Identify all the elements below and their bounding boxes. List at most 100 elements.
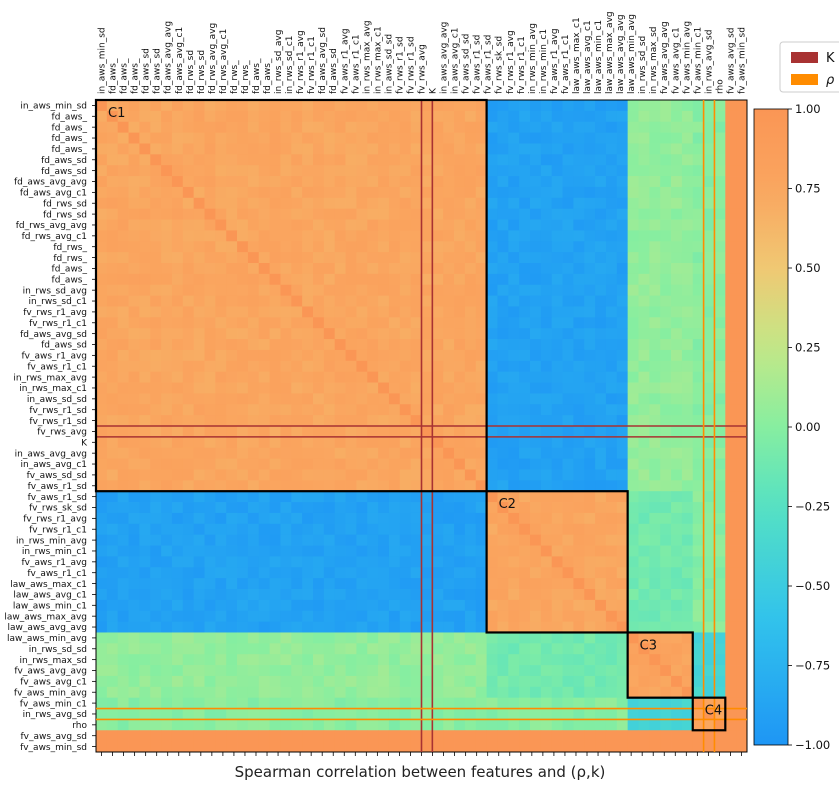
heatmap-cell [475,317,487,329]
heatmap-cell [497,567,509,579]
heatmap-cell [345,534,357,546]
heatmap-cell [508,436,520,449]
heatmap-cell [258,686,270,699]
heatmap-cell [388,339,401,351]
heatmap-cell [714,502,726,514]
heatmap-cell [378,697,390,709]
heatmap-cell [247,197,260,210]
heatmap-cell [551,100,563,112]
heatmap-cell [475,121,487,133]
heatmap-cell [106,610,119,622]
heatmap-cell [237,176,249,188]
heatmap-cell [139,436,151,449]
heatmap-cell [367,186,379,199]
heatmap-cell [280,578,292,590]
heatmap-cell [584,263,596,275]
heatmap-cell [182,632,195,644]
heatmap-cell [562,393,574,405]
heatmap-cell [106,480,119,492]
heatmap-cell [584,252,596,264]
heatmap-cell [692,100,704,112]
heatmap-cell [302,480,314,492]
heatmap-cell [736,436,748,449]
heatmap-cell [475,339,487,351]
heatmap-cell [410,252,422,264]
heatmap-cell [302,132,314,144]
heatmap-cell [150,469,162,481]
heatmap-cell [595,643,607,655]
heatmap-cell [367,491,379,503]
heatmap-cell [714,339,726,351]
heatmap-cell [540,317,553,329]
heatmap-cell [388,491,401,503]
heatmap-cell [638,480,650,492]
heatmap-cell [540,110,553,123]
heatmap-cell [530,165,542,177]
heatmap-cell [237,654,249,666]
heatmap-cell [530,208,542,220]
heatmap-cell [182,480,195,492]
heatmap-cell [106,643,119,655]
heatmap-cell [345,741,357,753]
heatmap-cell [432,643,444,655]
heatmap-cell [280,165,292,177]
heatmap-cell [96,741,108,753]
x-tick-label: fd_rws_avg_avg [208,23,218,94]
heatmap-cell [139,621,151,633]
heatmap-cell [237,371,249,383]
heatmap-cell [584,589,596,601]
heatmap-cell [96,567,108,579]
heatmap-cell [475,197,487,210]
heatmap-cell [258,252,270,264]
heatmap-cell [193,469,205,481]
heatmap-cell [508,306,520,318]
heatmap-cell [215,295,227,307]
heatmap-cell [714,165,726,177]
heatmap-cell [128,426,140,438]
heatmap-cell [519,295,531,307]
heatmap-cell [443,686,455,699]
heatmap-cell [247,328,260,340]
heatmap-cell [388,686,401,699]
heatmap-cell [291,654,303,666]
heatmap-cell [204,534,216,546]
heatmap-cell [269,121,281,133]
heatmap-cell [150,176,162,188]
heatmap-cell [454,534,466,546]
heatmap-cell [421,426,433,438]
heatmap-cell [139,545,151,557]
y-tick-label: law_aws_max_c1 [10,580,87,590]
heatmap-cell [486,110,498,123]
heatmap-cell [573,121,585,133]
heatmap-cell [269,708,281,720]
heatmap-cell [128,176,140,188]
heatmap-cell [215,241,227,253]
heatmap-cell [258,480,270,492]
heatmap-cell [96,730,108,742]
heatmap-cell [475,675,487,688]
heatmap-cell [443,621,455,633]
heatmap-cell [540,697,553,709]
heatmap-cell [150,545,162,557]
heatmap-cell [96,512,108,525]
heatmap-cell [692,273,704,286]
heatmap-cell [475,208,487,220]
heatmap-cell [616,317,629,329]
heatmap-cell [388,295,401,307]
heatmap-cell [280,339,292,351]
heatmap-cell [616,371,629,383]
heatmap-cell [454,632,466,644]
heatmap-cell [96,491,108,503]
heatmap-cell [193,458,205,470]
heatmap-cell [616,697,629,709]
heatmap-cell [486,197,498,210]
heatmap-cell [237,219,249,231]
heatmap-cell [237,252,249,264]
heatmap-cell [215,415,227,427]
heatmap-cell [443,697,455,709]
heatmap-cell [475,154,487,166]
heatmap-cell [530,306,542,318]
heatmap-cell [128,121,140,133]
heatmap-cell [410,567,422,579]
heatmap-cell [443,382,455,394]
